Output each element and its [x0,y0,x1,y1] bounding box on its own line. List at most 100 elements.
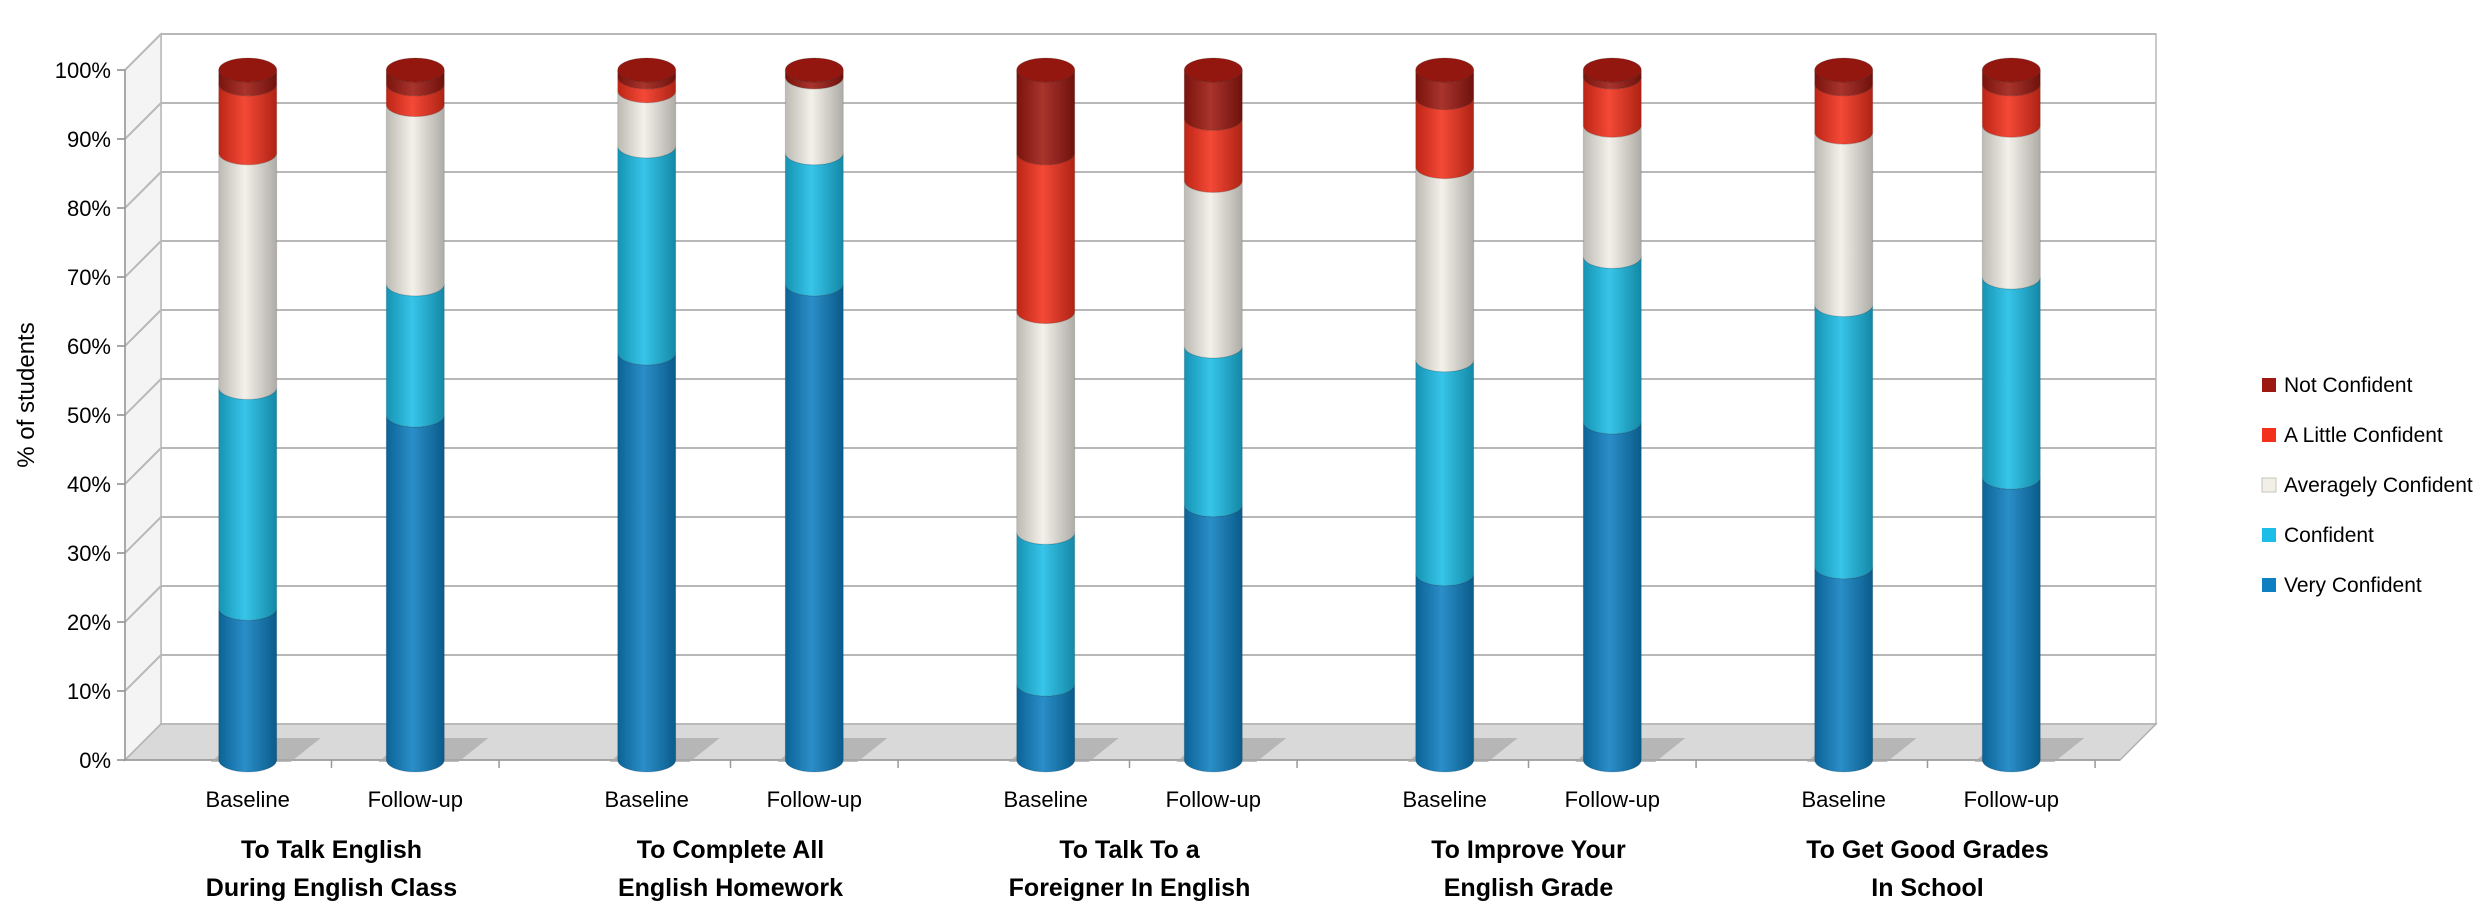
bar-segment-averagely-confident [385,104,445,297]
bar-segment-confident [784,152,844,297]
gridline-side [124,171,162,209]
gridline-side [124,102,162,140]
bar-segment-very-confident [1814,566,1874,773]
bar-segment-averagely-confident [784,76,844,166]
gridline-side [124,309,162,347]
bar-top-cap [1415,57,1475,83]
bar-top-cap [784,57,844,83]
gridline-side [124,585,162,623]
bar-top-cap [1183,57,1243,83]
bar-top-cap [218,57,278,83]
y-tick-label: 60% [67,334,111,359]
y-tick-label: 40% [67,472,111,497]
group-label: During English Class [206,874,457,902]
x-tick-label: Follow-up [368,787,463,812]
legend-entry: Very Confident [2284,574,2422,597]
bar-group [1407,57,1686,773]
gridline-side [124,33,162,71]
y-tick-label: 10% [67,679,111,704]
legend-swatch [2262,378,2276,392]
group-label: In School [1871,874,1984,902]
group-label: To Talk To a [1059,836,1200,864]
x-tick-label: Baseline [605,787,689,812]
legend-swatch [2261,477,2277,493]
gridline-side [124,516,162,554]
group-label: To Complete All [637,836,825,864]
gridline-side [124,447,162,485]
legend-entry: Averagely Confident [2284,474,2473,497]
bar-segment-averagely-confident [1016,311,1076,545]
bar-segment-confident [1415,359,1475,587]
bar-group [210,57,489,773]
group-label: To Talk English [241,836,422,864]
bar-segment-a-little-confident [1016,152,1076,324]
bar-segment-confident [218,387,278,621]
bar-segment-very-confident [385,414,445,773]
x-tick-label: Baseline [206,787,290,812]
bar-segment-confident [1183,345,1243,518]
bar-segment-very-confident [1415,573,1475,773]
bar-group [609,57,888,773]
bar-top-cap [1582,57,1642,83]
gridline-side [124,654,162,692]
legend-swatch [2262,528,2276,542]
bar-segment-very-confident [1183,504,1243,773]
y-tick-label: 50% [67,403,111,428]
bar-group [1806,57,2085,773]
legend-swatch [2262,428,2276,442]
bar-segment-very-confident [1016,684,1076,773]
legend-entry: A Little Confident [2284,424,2443,447]
group-label: To Get Good Grades [1806,836,2049,864]
bar-segment-very-confident [218,608,278,773]
y-tick-label: 100% [55,58,111,83]
group-label: English Grade [1444,874,1614,902]
gridline-side [124,240,162,278]
bar-segment-averagely-confident [1814,132,1874,318]
bar-segment-confident [617,145,677,366]
bar-segment-averagely-confident [1981,125,2041,290]
bar-segment-averagely-confident [1415,166,1475,373]
x-axis-labels: Baseline Follow-up To Talk English During E… [206,760,2096,902]
bar-top-cap [1814,57,1874,83]
bar-top-cap [1016,57,1076,83]
x-tick-label: Follow-up [1565,787,1660,812]
y-tick-label: 90% [67,127,111,152]
y-tick-label: 20% [67,610,111,635]
bar-segment-very-confident [617,352,677,773]
bar-top-cap [385,57,445,83]
bar-segment-confident [1814,304,1874,580]
bar-group [1008,57,1287,773]
legend-swatch [2262,578,2276,592]
x-tick-label: Baseline [1004,787,1088,812]
y-tick-label: 30% [67,541,111,566]
y-tick-label: 0% [79,748,111,773]
x-tick-label: Follow-up [767,787,862,812]
gridline-side [124,378,162,416]
bar-segment-confident [1981,276,2041,490]
bar-segment-very-confident [1582,421,1642,773]
bar-top-cap [1981,57,2041,83]
bars [210,57,2085,773]
bar-segment-confident [1016,532,1076,697]
bar-segment-averagely-confident [218,152,278,400]
x-tick-label: Follow-up [1166,787,1261,812]
y-tick-label: 80% [67,196,111,221]
bar-segment-confident [385,283,445,428]
bar-segment-not-confident [1016,69,1076,166]
bar-segment-very-confident [1981,477,2041,773]
bar-segment-confident [1582,256,1642,435]
legend: Not Confident A Little Confident Averagely… [2261,374,2473,597]
bar-top-cap [617,57,677,83]
group-label: Foreigner In English [1009,874,1251,902]
bar-segment-very-confident [784,283,844,773]
bar-segment-averagely-confident [1582,125,1642,269]
group-label: English Homework [618,874,843,902]
bar-segment-a-little-confident [1814,83,1874,145]
bar-segment-averagely-confident [1183,180,1243,359]
x-tick-label: Baseline [1802,787,1886,812]
x-tick-label: Baseline [1403,787,1487,812]
x-tick-label: Follow-up [1964,787,2059,812]
y-tick-label: 70% [67,265,111,290]
legend-entry: Confident [2284,524,2374,547]
